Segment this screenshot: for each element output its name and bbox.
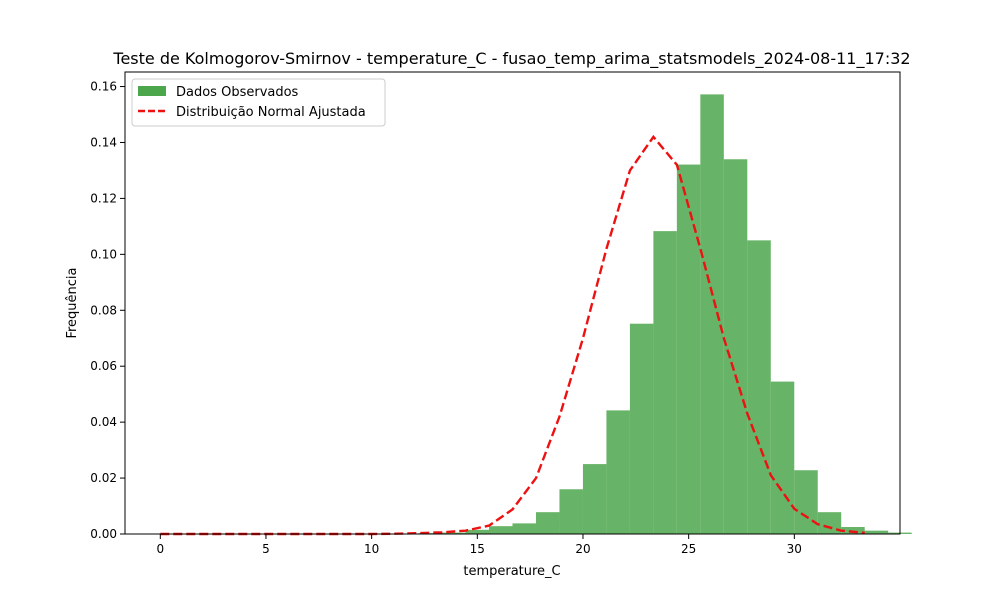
histogram-bar [653,231,677,534]
y-tick-label: 0.16 [90,80,117,94]
y-tick-label: 0.10 [90,247,117,261]
y-tick-label: 0.02 [90,471,117,485]
histogram-bar [864,530,889,534]
y-tick-label: 0.04 [90,415,117,429]
chart-title: Teste de Kolmogorov-Smirnov - temperatur… [112,49,910,69]
x-tick-label: 5 [262,542,270,556]
histogram-bar [841,527,865,534]
legend: Dados Observados Distribuição Normal Aju… [131,78,386,127]
histogram-bar [700,94,724,535]
histogram-bar [794,470,818,534]
legend-box [131,78,386,127]
x-tick-label: 30 [787,542,802,556]
histogram-bar [489,526,513,534]
histogram-bar [817,512,842,534]
legend-swatch-observed [138,86,166,96]
legend-label-observed: Dados Observados [176,85,299,100]
y-tick-label: 0.14 [90,135,117,149]
histogram-bar [465,529,490,534]
histogram-bar [747,240,771,534]
y-axis-ticks: 0.00 0.02 0.04 0.06 0.08 0.10 0.12 0.14 0.16 [90,80,125,541]
histogram-bar [582,464,607,534]
histogram-bar [512,523,536,534]
x-tick-label: 15 [470,542,485,556]
histogram-bar [559,489,583,534]
histogram-bar [676,164,701,534]
histogram-bar [629,323,654,534]
x-tick-label: 25 [681,542,696,556]
x-tick-label: 20 [575,542,590,556]
x-tick-label: 0 [156,542,164,556]
y-tick-label: 0.12 [90,191,117,205]
histogram-bar [770,381,795,534]
plot-frame [124,71,901,535]
x-axis-label: temperature_C [463,564,560,579]
y-axis-label: Frequência [65,267,80,338]
x-axis-ticks: 0 5 10 15 20 25 30 [156,534,802,556]
histogram-bar [606,410,630,534]
histogram-bar [442,532,466,534]
legend-label-fit: Distribuição Normal Ajustada [176,105,366,120]
x-tick-label: 10 [364,542,379,556]
y-tick-label: 0.06 [90,359,117,373]
y-tick-label: 0.08 [90,303,117,317]
y-tick-label: 0.00 [90,527,117,541]
histogram-bar [723,159,748,534]
histogram-bar [535,512,560,534]
